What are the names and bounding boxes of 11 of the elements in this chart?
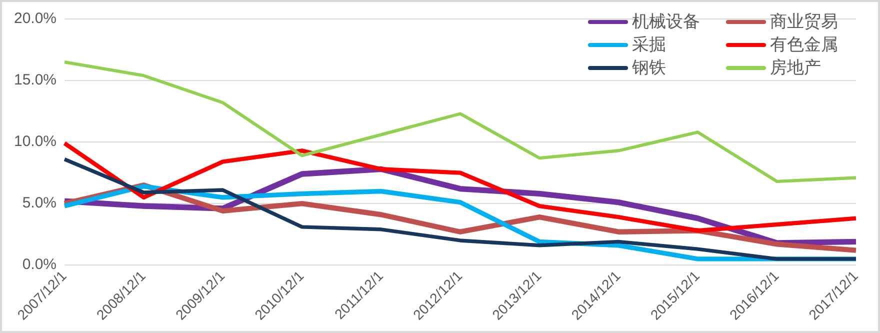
legend-label: 钢铁 (632, 57, 666, 79)
legend-label: 房地产 (770, 57, 821, 79)
y-tick-label: 20.0% (14, 10, 57, 28)
y-tick-label: 5.0% (22, 194, 57, 212)
legend-label: 有色金属 (770, 34, 838, 56)
legend-label: 采掘 (632, 34, 666, 56)
y-tick-label: 0.0% (22, 256, 57, 274)
y-tick-label: 10.0% (14, 133, 57, 150)
y-tick-label: 15.0% (14, 72, 57, 89)
legend-label: 商业贸易 (770, 11, 838, 33)
legend-label: 机械设备 (632, 11, 700, 33)
